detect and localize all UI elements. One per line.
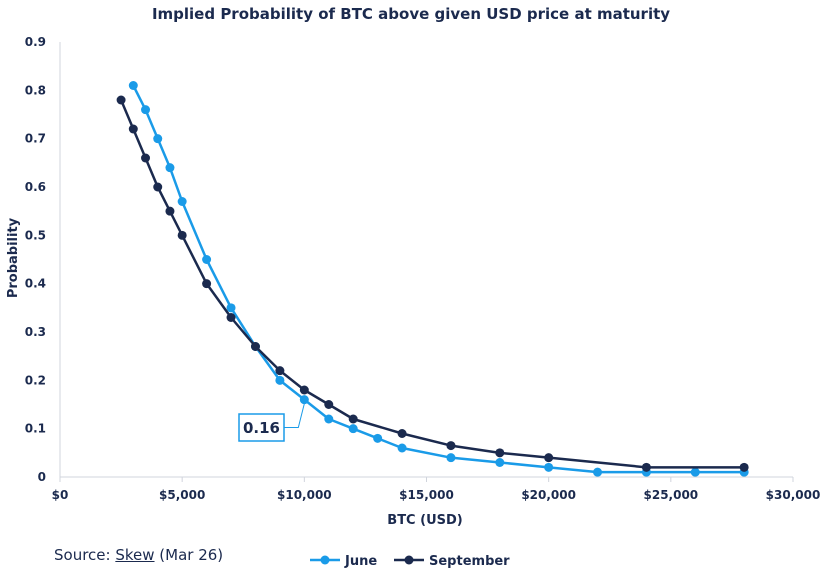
source-link[interactable]: Skew — [115, 546, 155, 564]
data-point — [177, 230, 187, 240]
data-point — [397, 429, 407, 438]
y-tick-label: 0.5 — [25, 228, 46, 242]
x-axis-title: BTC (USD) — [387, 513, 462, 528]
callout-label: 0.16 — [243, 419, 280, 437]
data-point — [226, 313, 236, 322]
data-point — [324, 414, 334, 424]
legend-item-june: June — [310, 554, 377, 569]
data-point — [495, 458, 505, 467]
axes: 0 0.1 0.2 0.3 0.4 0.5 0.6 0.7 0.8 0.9 $0 $5,000 $10,… — [25, 35, 821, 502]
data-point — [165, 163, 175, 173]
data-point — [202, 255, 212, 264]
data-point — [275, 375, 285, 385]
callout-leader — [284, 403, 305, 428]
x-tick-label: $10,000 — [277, 488, 332, 502]
x-tick-label: $30,000 — [766, 488, 821, 502]
y-tick-label: 0.1 — [25, 422, 46, 436]
data-point — [299, 395, 309, 405]
data-point — [116, 95, 126, 105]
y-tick-label: 0.2 — [25, 373, 46, 387]
data-point — [495, 448, 505, 458]
y-tick-label: 0.6 — [25, 180, 46, 194]
data-point — [299, 385, 309, 395]
y-axis-title: Probability — [6, 217, 21, 298]
data-point — [153, 182, 163, 192]
source-note: Source: Skew (Mar 26) — [54, 546, 223, 564]
legend-marker — [404, 555, 414, 565]
y-tick-label: 0.3 — [25, 325, 46, 339]
x-tick-label: $25,000 — [644, 488, 699, 502]
source-prefix: Source: — [54, 546, 116, 564]
legend-label: September — [429, 554, 510, 569]
data-point — [739, 462, 749, 472]
x-tick-label: $5,000 — [159, 488, 205, 502]
chart-title: Implied Probability of BTC above given U… — [152, 5, 670, 23]
callout-box — [238, 413, 285, 442]
data-point — [348, 424, 358, 434]
legend-marker — [320, 555, 330, 565]
series-line — [132, 84, 745, 474]
data-point — [153, 134, 163, 144]
data-point — [544, 453, 554, 463]
data-point — [141, 153, 151, 163]
data-point — [348, 414, 358, 424]
data-point — [446, 453, 456, 463]
y-tick-label: 0.4 — [25, 277, 46, 291]
data-point — [690, 467, 700, 477]
data-point — [397, 443, 407, 453]
y-tick-label: 0 — [38, 470, 46, 484]
data-point — [641, 462, 651, 472]
data-point — [275, 366, 285, 376]
data-point — [177, 197, 187, 206]
annotation-layer: 0.16 — [238, 403, 305, 442]
legend-item-september: September — [394, 554, 510, 569]
data-point — [128, 124, 138, 134]
series-september — [116, 95, 749, 472]
data-point — [544, 462, 554, 472]
legend-label: June — [344, 554, 377, 569]
series-layer — [116, 81, 749, 477]
legend: June September — [310, 554, 510, 569]
x-tick-label: $20,000 — [521, 488, 576, 502]
series-line — [119, 99, 745, 469]
y-tick-label: 0.8 — [25, 83, 46, 97]
y-tick-label: 0.9 — [25, 35, 46, 49]
data-point — [226, 303, 236, 313]
data-point — [202, 279, 212, 289]
series-june — [128, 81, 749, 477]
data-point — [165, 206, 175, 216]
data-point — [593, 467, 603, 477]
y-tick-label: 0.7 — [25, 132, 46, 146]
data-point — [324, 400, 334, 409]
data-point — [250, 342, 260, 351]
x-tick-label: $15,000 — [399, 488, 454, 502]
data-point — [446, 441, 456, 451]
data-point — [373, 433, 383, 443]
data-point — [141, 105, 151, 115]
data-point — [128, 81, 138, 90]
source-suffix: (Mar 26) — [154, 546, 224, 564]
x-tick-label: $0 — [52, 488, 69, 502]
